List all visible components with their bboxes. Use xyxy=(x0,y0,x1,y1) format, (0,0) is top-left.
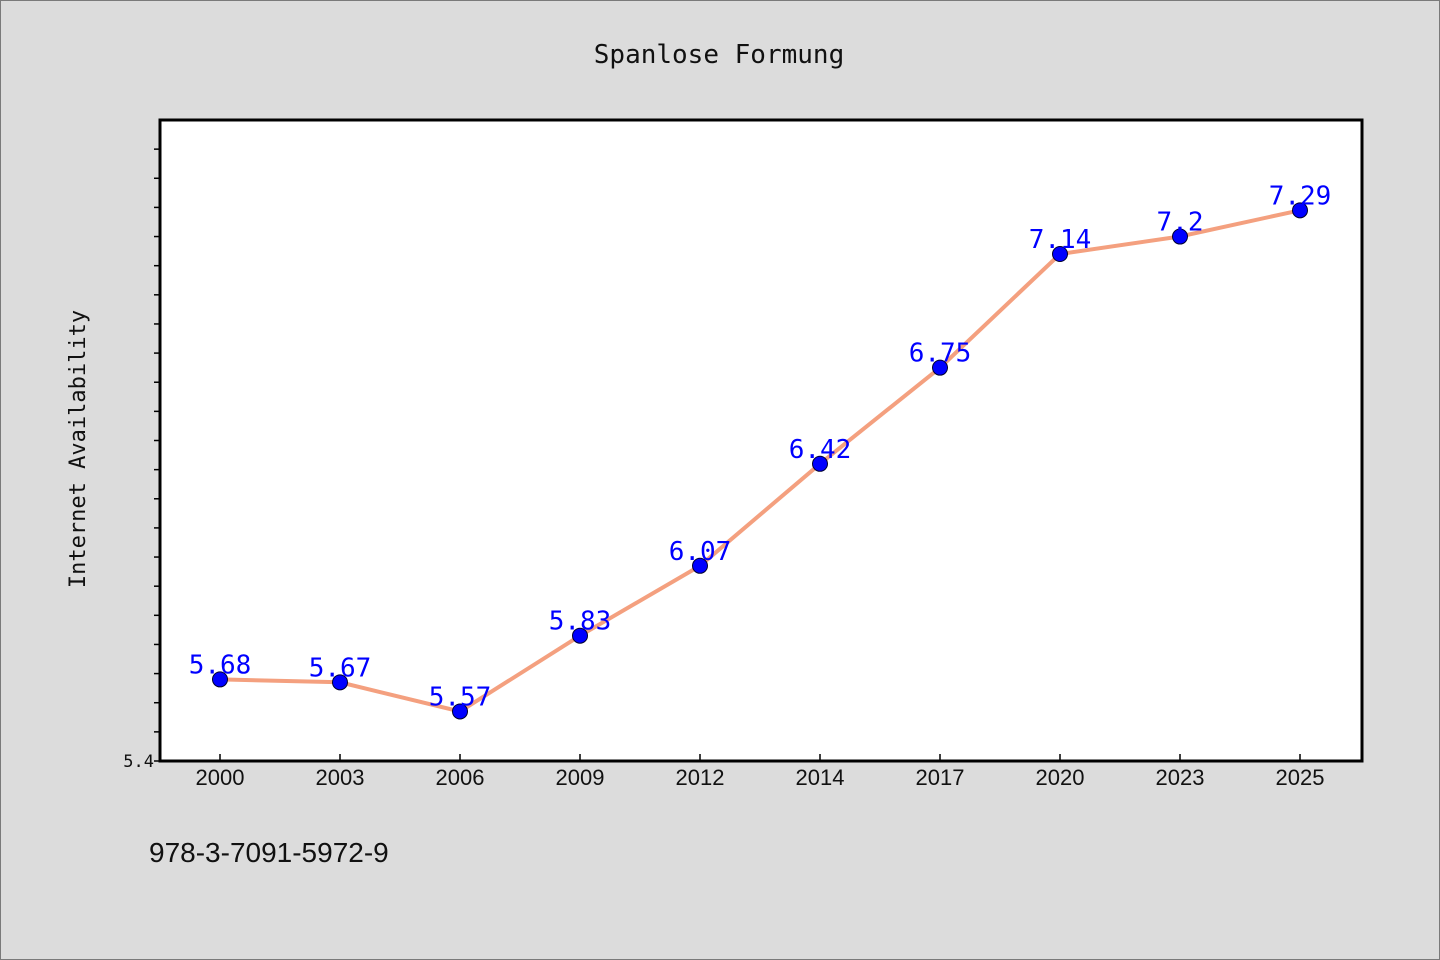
chart-title: Spanlose Formung xyxy=(594,40,844,70)
data-label: 6.07 xyxy=(669,537,732,567)
data-point xyxy=(212,671,228,688)
data-labels: 5.68 5.67 5.57 5.83 6.07 6.42 6.75 7.14 7.2 7.29 xyxy=(189,181,1332,712)
data-label: 5.68 xyxy=(189,650,252,680)
footnote-isbn: 978-3-7091-5972-9 xyxy=(149,837,389,868)
series-line xyxy=(219,208,1301,714)
x-tick-label: 2020 xyxy=(1036,765,1085,790)
x-tick-label: 2012 xyxy=(676,765,725,790)
x-tick-label: 2000 xyxy=(196,765,245,790)
data-label: 7.2 xyxy=(1157,208,1204,238)
x-tick-label: 2006 xyxy=(436,765,485,790)
x-tick-label: 2025 xyxy=(1276,765,1325,790)
x-axis-ticks: 2000 2003 2006 2009 2012 2014 2017 2020 2023 2025 xyxy=(196,754,1325,790)
x-tick-label: 2009 xyxy=(556,765,605,790)
data-label: 6.75 xyxy=(909,339,972,369)
data-label: 7.14 xyxy=(1029,225,1092,255)
y-axis-label: Internet Availability xyxy=(66,310,91,588)
data-point xyxy=(1052,246,1068,263)
data-point xyxy=(572,627,588,644)
y-tick-label: 5.4 xyxy=(123,752,154,772)
data-point xyxy=(1292,202,1308,219)
x-tick-label: 2014 xyxy=(796,765,845,790)
data-label: 5.57 xyxy=(429,682,492,712)
plot-area xyxy=(158,118,1364,763)
data-point xyxy=(932,359,948,376)
data-points xyxy=(212,202,1308,720)
data-point xyxy=(1172,228,1188,245)
data-label: 7.29 xyxy=(1269,181,1332,211)
data-point xyxy=(692,557,708,574)
data-label: 6.42 xyxy=(789,435,852,465)
data-point xyxy=(452,703,468,720)
data-label: 5.83 xyxy=(549,607,612,637)
x-tick-label: 2023 xyxy=(1156,765,1205,790)
x-tick-label: 2003 xyxy=(316,765,365,790)
x-tick-label: 2017 xyxy=(916,765,965,790)
data-label: 5.67 xyxy=(309,653,372,683)
y-axis-ticks: 5.4 xyxy=(123,148,160,772)
data-point xyxy=(332,674,348,691)
data-point xyxy=(812,455,828,472)
